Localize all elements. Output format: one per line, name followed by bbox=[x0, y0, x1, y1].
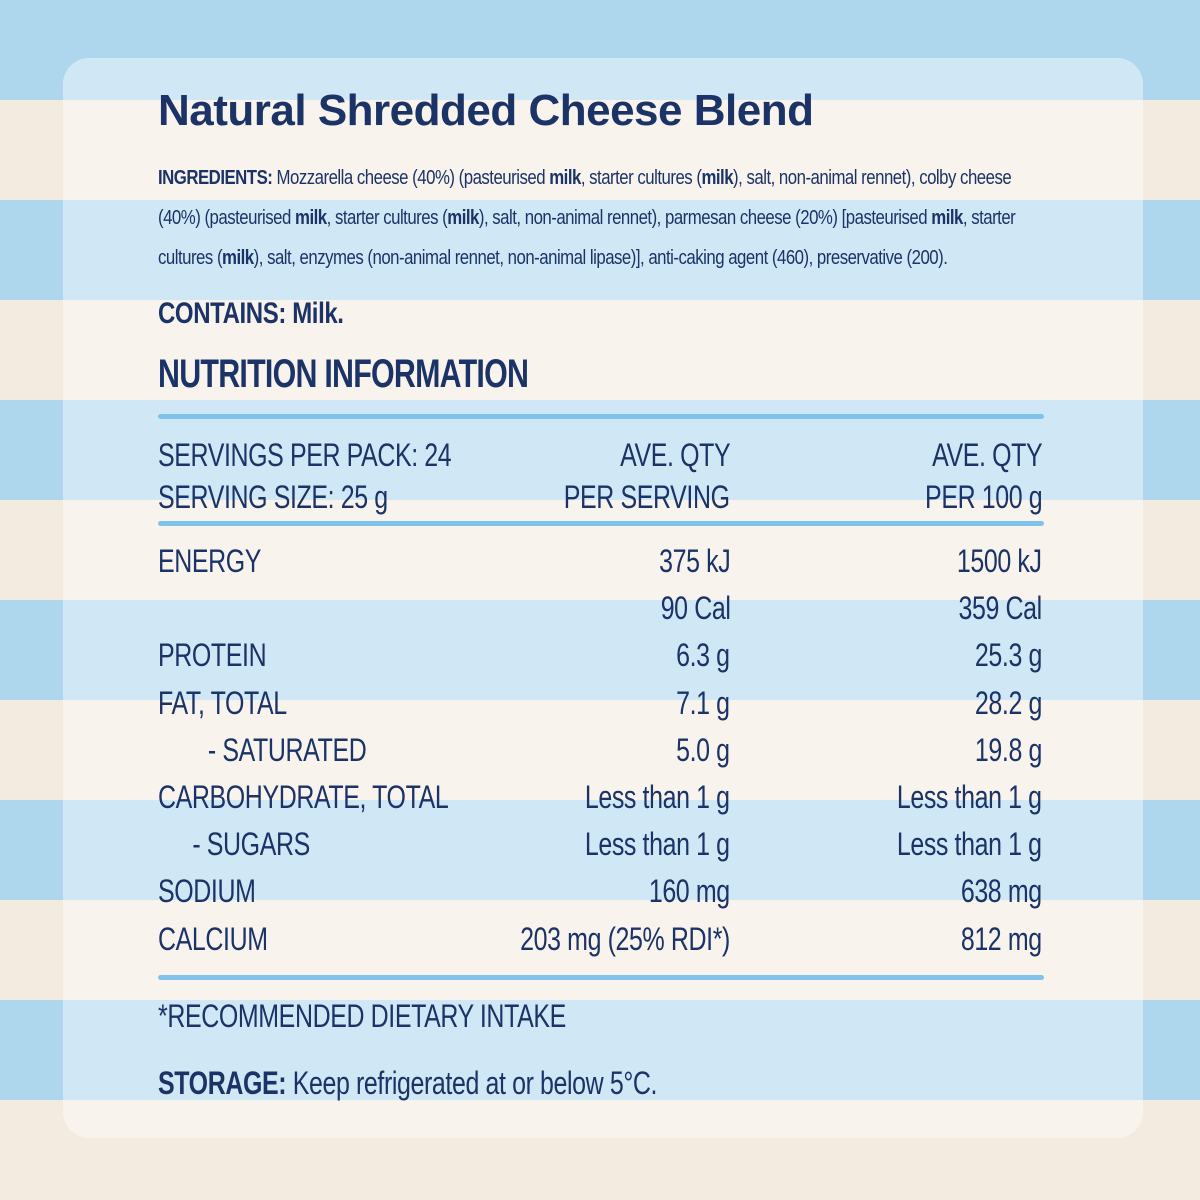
ingredients-fragment: , starter cultures ( bbox=[580, 167, 702, 189]
product-title: Natural Shredded Cheese Blend bbox=[158, 86, 814, 135]
nutrient-label: FAT, TOTAL bbox=[158, 684, 287, 721]
allergen-highlight: milk bbox=[447, 207, 479, 229]
per-serving-value: Less than 1 g bbox=[585, 779, 730, 815]
ingredients-fragment: , starter cultures ( bbox=[326, 207, 448, 229]
col-header-serving-1: AVE. QTY bbox=[619, 437, 731, 473]
ingredients-fragment: ), salt, non-animal rennet), colby chees… bbox=[158, 167, 1012, 229]
per-serving-value: 203 mg (25% RDI*) bbox=[520, 920, 730, 957]
per-serving-value: 6.3 g bbox=[676, 637, 730, 674]
per-serving-value: 5.0 g bbox=[676, 731, 730, 768]
col-header-100g-1: AVE. QTY bbox=[931, 437, 1043, 473]
table-bottom-rule bbox=[158, 975, 1044, 980]
nutrient-label: PROTEIN bbox=[158, 637, 267, 674]
storage-text: STORAGE: Keep refrigerated at or below 5… bbox=[158, 1060, 657, 1107]
per-100g-value: Less than 1 g bbox=[897, 826, 1042, 863]
nutrient-label: - SUGARS bbox=[192, 826, 310, 863]
allergen-highlight: milk bbox=[549, 167, 581, 189]
allergen-contains: CONTAINS: Milk. bbox=[158, 297, 344, 330]
per-100g-value: 359 Cal bbox=[958, 590, 1043, 627]
allergen-highlight: milk bbox=[222, 247, 254, 269]
ingredients-fragment: Mozzarella cheese (40%) (pasteurised bbox=[272, 167, 550, 189]
ingredients-fragment: ), salt, enzymes (non-animal rennet, non… bbox=[253, 247, 948, 269]
per-100g-value: 638 mg bbox=[961, 873, 1042, 910]
footnote: *RECOMMENDED DIETARY INTAKE bbox=[158, 998, 566, 1034]
allergen-highlight: milk bbox=[701, 167, 734, 189]
per-100g-value: 812 mg bbox=[961, 920, 1042, 957]
ingredients-label: INGREDIENTS: bbox=[158, 167, 273, 189]
nutrition-heading: NUTRITION INFORMATION bbox=[158, 352, 529, 396]
serving-size: SERVING SIZE: 25 g bbox=[158, 479, 388, 515]
ingredients-fragment: , starter cultures ( bbox=[158, 207, 1016, 269]
table-header-rule bbox=[158, 521, 1044, 526]
ingredients-fragment: ), salt, non-animal rennet), parmesan ch… bbox=[478, 207, 932, 229]
per-100g-value: 28.2 g bbox=[974, 684, 1042, 721]
nutrient-label: - SATURATED bbox=[207, 731, 367, 768]
per-100g-value: 25.3 g bbox=[974, 637, 1042, 674]
per-serving-value: 90 Cal bbox=[660, 590, 730, 627]
label-panel bbox=[63, 58, 1143, 1138]
per-serving-value: Less than 1 g bbox=[585, 826, 730, 863]
per-100g-value: 1500 kJ bbox=[957, 543, 1042, 579]
servings-per-pack: SERVINGS PER PACK: 24 bbox=[158, 437, 452, 473]
nutrient-label: ENERGY bbox=[158, 543, 262, 579]
storage-label: STORAGE: bbox=[158, 1065, 287, 1101]
per-serving-value: 160 mg bbox=[649, 873, 730, 910]
col-header-100g-2: PER 100 g bbox=[924, 479, 1043, 515]
ingredients-body: Mozzarella cheese (40%) (pasteurised mil… bbox=[158, 167, 1016, 269]
nutrient-label: CARBOHYDRATE, TOTAL bbox=[158, 779, 449, 815]
allergen-highlight: milk bbox=[931, 207, 963, 229]
nutrient-label: CALCIUM bbox=[158, 920, 268, 957]
per-serving-value: 7.1 g bbox=[676, 684, 730, 721]
per-100g-value: 19.8 g bbox=[974, 731, 1042, 768]
ingredients-text: INGREDIENTS: Mozzarella cheese (40%) (pa… bbox=[158, 158, 1057, 278]
allergen-highlight: milk bbox=[295, 207, 327, 229]
per-100g-value: Less than 1 g bbox=[897, 779, 1042, 815]
storage-instruction: Keep refrigerated at or below 5°C. bbox=[286, 1065, 658, 1101]
table-top-rule bbox=[158, 414, 1044, 419]
per-serving-value: 375 kJ bbox=[658, 543, 731, 579]
nutrient-label: SODIUM bbox=[158, 873, 256, 910]
col-header-serving-2: PER SERVING bbox=[564, 479, 730, 515]
